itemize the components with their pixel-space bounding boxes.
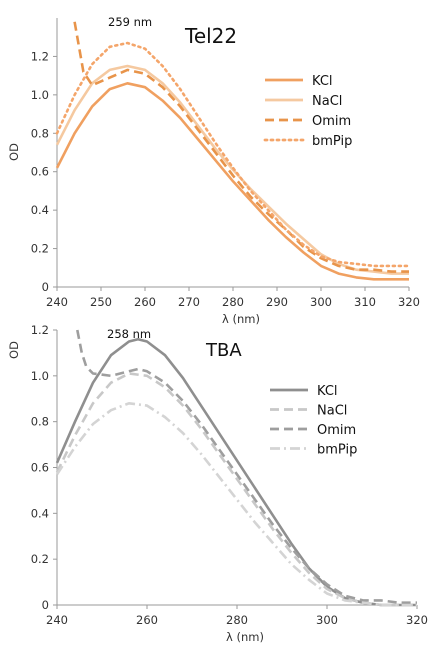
y-tick-label: 0.4 (31, 203, 49, 217)
x-tick-label: 280 (226, 613, 248, 627)
series-line-bmpip (55, 402, 417, 607)
x-tick-label: 300 (316, 613, 338, 627)
series-line-omim (73, 21, 409, 273)
series-line-kcl (55, 82, 409, 281)
chart-title: TBA (205, 340, 242, 361)
x-tick-label: 300 (310, 295, 332, 309)
series-line-nacl (55, 372, 417, 607)
y-tick-label: 0.4 (31, 506, 49, 520)
chart-tel22: 240 250 260 270 280 290 300 310 320 0 0.2 0.4 0.6 0.8… (7, 15, 420, 326)
y-tick-label: 0 (42, 598, 49, 612)
x-tick-label: 270 (178, 295, 200, 309)
legend-label-bmpip: bmPip (312, 134, 352, 149)
x-axis-label: λ (nm) (222, 312, 260, 326)
y-axis-label: OD (7, 341, 21, 359)
y-tick-label: 0.8 (31, 415, 49, 429)
y-tick-label: 0.6 (31, 165, 49, 179)
y-tick-label: 1.2 (31, 323, 49, 337)
x-tick-label: 280 (222, 295, 244, 309)
x-tick-label: 250 (90, 295, 112, 309)
chart-tba: 240 260 280 300 320 0 0.2 0.4 0.6 0.8 1.0 1.2 λ (nm)… (7, 323, 428, 644)
chart-title: Tel22 (184, 24, 237, 48)
y-tick-label: 0.8 (31, 126, 49, 140)
y-tick-label: 1.2 (31, 49, 49, 63)
y-tick-label: 0.6 (31, 461, 49, 475)
x-tick-label: 240 (46, 295, 68, 309)
x-tick-label: 310 (354, 295, 376, 309)
x-tick-label: 240 (46, 613, 68, 627)
x-tick-label: 290 (266, 295, 288, 309)
peak-annotation: 259 nm (108, 15, 152, 29)
legend-label-kcl: KCl (312, 74, 333, 89)
peak-annotation: 258 nm (107, 327, 151, 341)
y-axis-label: OD (7, 143, 21, 161)
x-tick-label: 320 (398, 295, 420, 309)
y-tick-label: 1.0 (31, 369, 49, 383)
series-line-kcl (55, 337, 417, 607)
x-axis-label: λ (nm) (226, 630, 264, 644)
legend-label-kcl: KCl (317, 384, 338, 399)
legend-label-nacl: NaCl (312, 94, 342, 109)
x-tick-label: 260 (134, 295, 156, 309)
y-tick-label: 0 (42, 280, 49, 294)
series-line-omim (76, 329, 417, 604)
series-line-bmpip (55, 41, 411, 268)
y-tick-label: 0.2 (31, 552, 49, 566)
y-tick-label: 1.0 (31, 88, 49, 102)
legend-label-omim: Omim (317, 423, 356, 438)
legend-label-nacl: NaCl (317, 404, 347, 419)
legend-label-bmpip: bmPip (317, 443, 357, 458)
legend-label-omim: Omim (312, 114, 351, 129)
y-tick-label: 0.2 (31, 242, 49, 256)
x-tick-label: 260 (136, 613, 158, 627)
x-tick-label: 320 (406, 613, 428, 627)
